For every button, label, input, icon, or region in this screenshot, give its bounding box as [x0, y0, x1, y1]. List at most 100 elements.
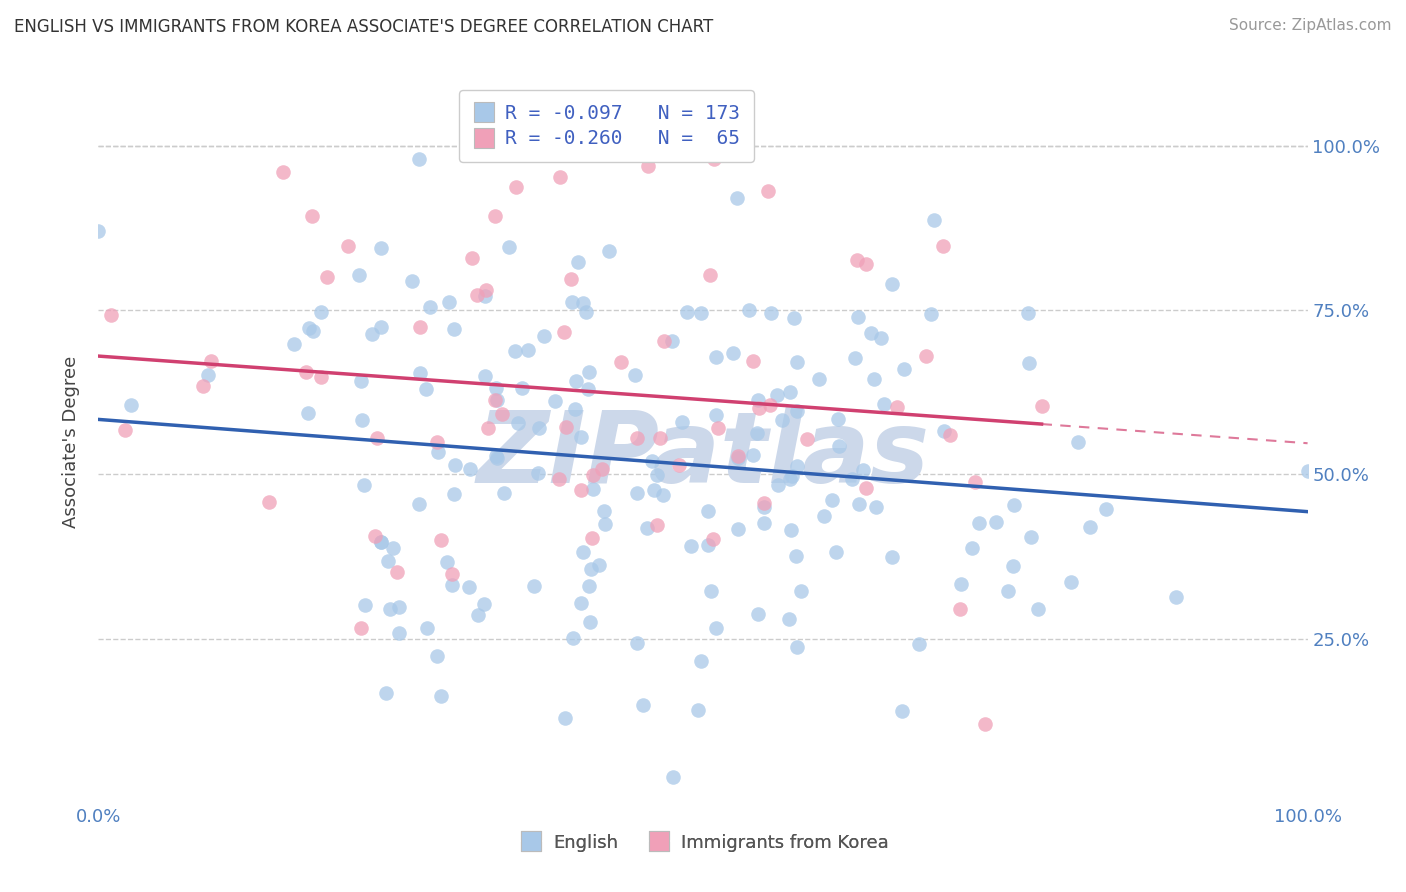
- Point: [846, 253, 869, 268]
- Point: [505, 180, 527, 194]
- Point: [759, 398, 782, 412]
- Point: [429, 533, 451, 547]
- Point: [796, 432, 818, 446]
- Point: [939, 428, 962, 442]
- Point: [645, 517, 668, 532]
- Point: [893, 361, 915, 376]
- Point: [593, 504, 616, 518]
- Point: [778, 612, 800, 626]
- Point: [637, 159, 659, 173]
- Point: [848, 497, 870, 511]
- Point: [572, 545, 595, 559]
- Point: [408, 152, 430, 166]
- Point: [440, 578, 463, 592]
- Point: [554, 711, 576, 725]
- Point: [738, 303, 761, 318]
- Point: [527, 420, 550, 434]
- Point: [790, 584, 813, 599]
- Point: [922, 212, 945, 227]
- Point: [477, 421, 499, 435]
- Point: [474, 369, 496, 384]
- Point: [440, 567, 463, 582]
- Point: [891, 704, 914, 718]
- Point: [852, 463, 875, 477]
- Point: [120, 398, 142, 412]
- Point: [1067, 434, 1090, 449]
- Point: [350, 621, 373, 635]
- Point: [862, 372, 884, 386]
- Point: [821, 493, 844, 508]
- Point: [1026, 602, 1049, 616]
- Point: [200, 354, 222, 368]
- Point: [880, 549, 903, 564]
- Point: [408, 498, 430, 512]
- Point: [679, 539, 702, 553]
- Point: [1296, 464, 1319, 478]
- Point: [197, 368, 219, 382]
- Point: [436, 555, 458, 569]
- Point: [748, 401, 770, 416]
- Point: [298, 320, 321, 334]
- Legend: English, Immigrants from Korea: English, Immigrants from Korea: [510, 826, 896, 859]
- Point: [962, 541, 984, 556]
- Point: [786, 640, 808, 654]
- Point: [578, 579, 600, 593]
- Point: [388, 600, 411, 615]
- Point: [387, 566, 409, 580]
- Point: [567, 255, 589, 269]
- Point: [588, 558, 610, 573]
- Point: [640, 454, 662, 468]
- Point: [579, 615, 602, 629]
- Point: [1164, 590, 1187, 604]
- Point: [752, 516, 775, 531]
- Point: [598, 244, 620, 258]
- Point: [579, 561, 602, 575]
- Point: [779, 472, 801, 486]
- Point: [295, 366, 318, 380]
- Point: [283, 337, 305, 351]
- Point: [872, 397, 894, 411]
- Point: [193, 379, 215, 393]
- Point: [780, 523, 803, 537]
- Point: [700, 583, 723, 598]
- Point: [855, 481, 877, 495]
- Point: [508, 416, 530, 430]
- Point: [662, 770, 685, 784]
- Point: [770, 413, 793, 427]
- Point: [721, 346, 744, 360]
- Point: [377, 554, 399, 568]
- Point: [1060, 575, 1083, 590]
- Point: [415, 382, 437, 396]
- Point: [548, 170, 571, 185]
- Point: [491, 407, 513, 421]
- Point: [485, 450, 508, 465]
- Point: [855, 257, 877, 271]
- Point: [742, 448, 765, 462]
- Point: [311, 370, 333, 384]
- Point: [1002, 499, 1025, 513]
- Point: [626, 486, 648, 500]
- Point: [554, 420, 576, 434]
- Point: [561, 631, 583, 645]
- Point: [886, 400, 908, 414]
- Point: [460, 461, 482, 475]
- Point: [582, 482, 605, 496]
- Point: [704, 350, 727, 364]
- Point: [297, 406, 319, 420]
- Point: [785, 549, 807, 563]
- Point: [409, 367, 432, 381]
- Point: [949, 602, 972, 616]
- Point: [747, 607, 769, 621]
- Point: [350, 413, 373, 427]
- Point: [741, 354, 763, 368]
- Point: [699, 268, 721, 283]
- Point: [593, 517, 616, 532]
- Point: [756, 184, 779, 198]
- Point: [623, 368, 645, 382]
- Point: [416, 621, 439, 635]
- Point: [316, 270, 339, 285]
- Point: [582, 467, 605, 482]
- Point: [626, 636, 648, 650]
- Point: [443, 321, 465, 335]
- Point: [576, 382, 599, 396]
